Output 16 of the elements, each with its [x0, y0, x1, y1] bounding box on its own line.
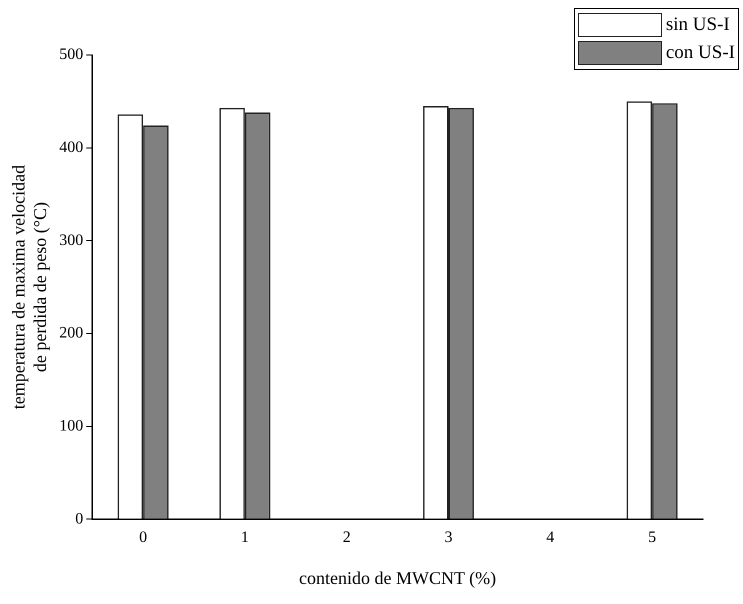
x-tick-label: 3 [444, 529, 452, 546]
x-tick-label: 0 [139, 529, 148, 546]
x-tick-label: 1 [240, 529, 249, 546]
x-tick-label: 4 [546, 529, 554, 546]
y-tick-label: 0 [75, 510, 84, 528]
y-tick-label: 400 [59, 139, 84, 156]
y-tick-label: 100 [59, 418, 84, 435]
legend-label: con US-I [666, 42, 735, 64]
y-tick-label: 300 [59, 232, 84, 249]
y-tick-label: 200 [59, 324, 84, 342]
x-tick-label: 5 [648, 529, 656, 546]
x-axis-title: contenido de MWCNT (%) [299, 568, 496, 588]
text: sin US-I [666, 14, 730, 36]
x-tick-label: 2 [342, 529, 351, 546]
y-axis-title: temperatura de maxima velocidad de perdida de peso (°C) [8, 164, 50, 410]
y-tick-label: 500 [59, 46, 84, 64]
